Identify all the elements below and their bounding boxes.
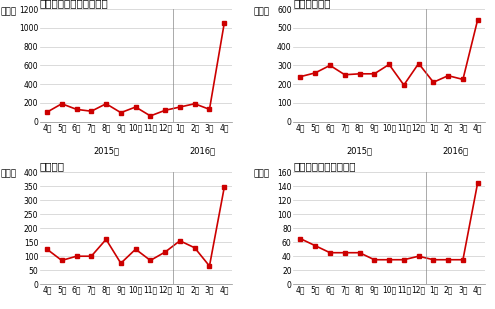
Y-axis label: （円）: （円） bbox=[0, 7, 16, 16]
Text: 2016年: 2016年 bbox=[443, 146, 469, 155]
Text: ＜ミネラルウォーター＞: ＜ミネラルウォーター＞ bbox=[40, 0, 108, 8]
Text: 2015年: 2015年 bbox=[346, 146, 373, 155]
Y-axis label: （円）: （円） bbox=[254, 170, 270, 179]
Text: ＜カップ麺＞: ＜カップ麺＞ bbox=[293, 0, 331, 8]
Text: ＜色の光熱のその他＞: ＜色の光熱のその他＞ bbox=[293, 161, 355, 171]
Y-axis label: （円）: （円） bbox=[0, 170, 16, 179]
Y-axis label: （円）: （円） bbox=[254, 7, 270, 16]
Text: 2016年: 2016年 bbox=[189, 146, 215, 155]
Text: ＜電池＞: ＜電池＞ bbox=[40, 161, 65, 171]
Text: 2015年: 2015年 bbox=[93, 146, 119, 155]
